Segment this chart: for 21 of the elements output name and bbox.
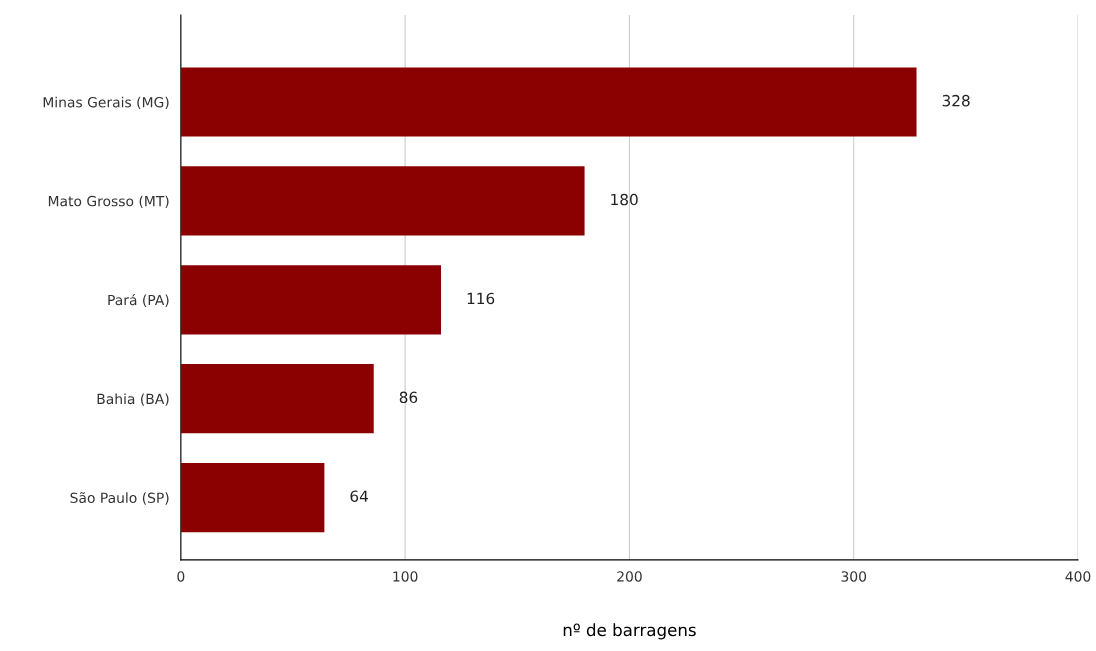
bar xyxy=(180,364,374,434)
data-label: 86 xyxy=(399,391,418,404)
bar xyxy=(180,265,442,335)
y-tick-label: Pará (PA) xyxy=(108,293,169,307)
x-tick-label: 300 xyxy=(841,571,867,582)
data-label: 328 xyxy=(942,94,970,107)
y-tick-label: Minas Gerais (MG) xyxy=(43,96,169,110)
data-label: 64 xyxy=(350,490,368,502)
data-label: 116 xyxy=(467,292,495,305)
y-tick-label: Mato Grosso (MT) xyxy=(48,195,169,208)
bar xyxy=(180,166,585,236)
y-tick-label: Bahia (BA) xyxy=(97,393,169,406)
x-tick-label: 100 xyxy=(393,571,418,582)
y-tick-label: São Paulo (SP) xyxy=(70,492,169,505)
x-axis-title: nº de barragens xyxy=(563,623,696,640)
x-tick-label: 200 xyxy=(617,571,642,582)
x-tick-label: 400 xyxy=(1065,571,1091,582)
bar xyxy=(180,462,325,533)
x-tick-label: 0 xyxy=(177,571,185,582)
data-label: 180 xyxy=(611,193,638,206)
bar xyxy=(180,67,917,137)
